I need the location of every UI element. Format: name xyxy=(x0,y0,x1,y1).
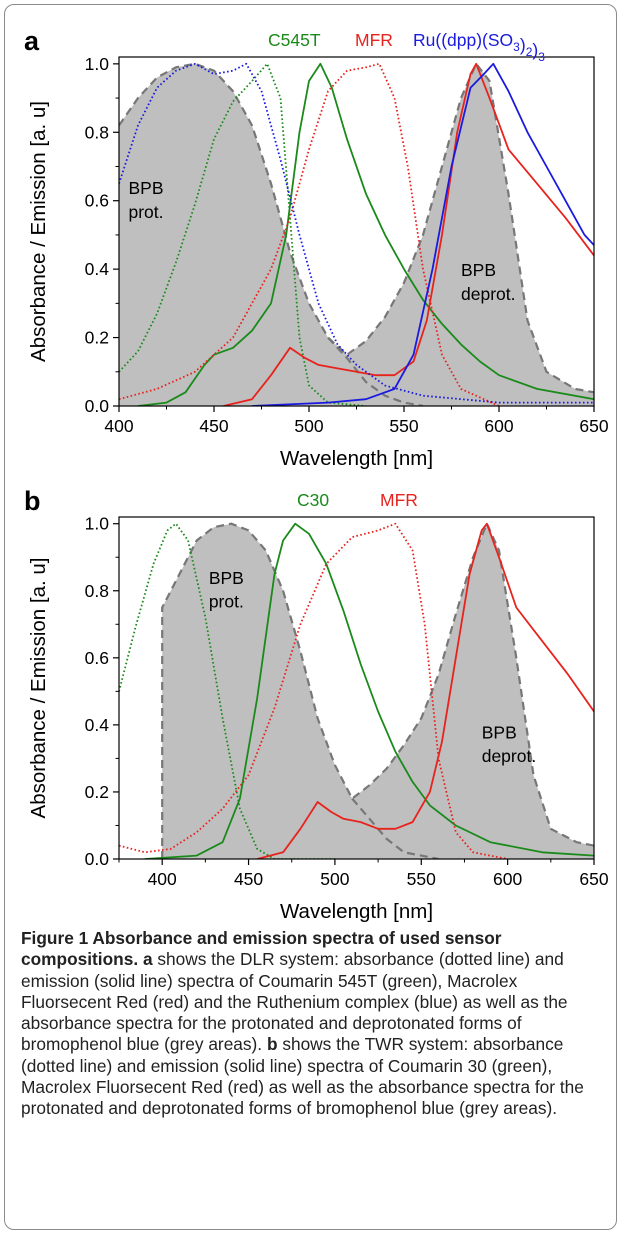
caption-part-b-label: b xyxy=(266,1034,278,1055)
c545t-absorbance-line xyxy=(119,62,367,406)
bpb-annotation: prot. xyxy=(209,592,244,612)
x-axis-label: Wavelength [nm] xyxy=(280,900,433,923)
bpb-absorbance-tail xyxy=(351,797,439,859)
chart-panel-a: 400 450 500 550 600 650 0.0 0.2 0.4 0.6 0.8 1.0 Wave… xyxy=(0,0,625,470)
y-tick-label: 0.2 xyxy=(85,782,109,802)
mfr-absorbance-line xyxy=(119,62,500,406)
caption-part-b-text: shows the TWR system: absorbance (dotted… xyxy=(21,1034,584,1119)
y-axis-label: Absorbance / Emission [a. u] xyxy=(27,101,50,362)
x-tick-label: 550 xyxy=(407,869,436,889)
mfr-emission-line xyxy=(256,522,594,859)
legend-text: Ru((dpp)(SO xyxy=(413,30,513,50)
legend-text: ) xyxy=(520,35,526,55)
caption-part-a-text: shows the DLR system: absorbance (dotted… xyxy=(21,949,568,1055)
mfr-absorbance-line xyxy=(119,522,508,859)
legend-label: MFR xyxy=(355,30,393,50)
y-tick-label: 0.2 xyxy=(85,328,109,348)
plot-area xyxy=(119,520,594,859)
x-tick-label: 600 xyxy=(484,416,513,436)
plot-area xyxy=(119,61,594,406)
legend-subscript: 3 xyxy=(513,40,520,54)
bpb-annotation: deprot. xyxy=(482,746,536,766)
x-tick-label: 550 xyxy=(389,416,418,436)
x-axis-label: Wavelength [nm] xyxy=(280,447,433,470)
chart-b-svg: 400 450 500 550 600 650 0.0 0.2 0.4 0.6 0.8 1.0 Wave… xyxy=(24,486,609,923)
legend-subscript: 3 xyxy=(538,50,545,64)
chart-panel-b: 400 450 500 550 600 650 0.0 0.2 0.4 0.6 0.8 1.0 Wave… xyxy=(0,460,625,930)
x-tick-label: 650 xyxy=(579,869,608,889)
figure-caption: Figure 1 Absorbance and emission spectra… xyxy=(21,928,611,1120)
y-tick-label: 1.0 xyxy=(85,514,110,534)
bpb-absorbance-outline xyxy=(161,520,594,859)
y-tick-label: 0.0 xyxy=(85,396,110,416)
y-axis-label: Absorbance / Emission [a. u] xyxy=(27,558,50,819)
x-tick-label: 450 xyxy=(199,416,228,436)
mfr-emission-line xyxy=(223,62,594,406)
y-tick-label: 0.8 xyxy=(85,581,109,601)
bpb-annotation: BPB xyxy=(129,178,164,198)
y-tick-label: 1.0 xyxy=(85,54,110,74)
plot-frame xyxy=(118,516,595,860)
bpb-annotation: BPB xyxy=(461,260,496,280)
bpb-absorbance-area xyxy=(119,63,594,406)
c30-absorbance-line xyxy=(119,522,335,859)
x-tick-label: 500 xyxy=(294,416,323,436)
ru-dpp-so3-2-3-emission-line xyxy=(251,62,594,406)
bpb-annotation: deprot. xyxy=(461,284,515,304)
chart-a-svg: 400 450 500 550 600 650 0.0 0.2 0.4 0.6 0.8 1.0 Wave… xyxy=(24,26,609,470)
figure-frame xyxy=(4,4,617,1230)
x-tick-label: 400 xyxy=(104,416,133,436)
legend-label: MFR xyxy=(380,490,418,510)
x-tick-label: 450 xyxy=(234,869,263,889)
ru-dpp-so3-2-3-absorbance-line xyxy=(119,62,594,404)
bpb-absorbance-tail xyxy=(327,336,424,406)
y-tick-label: 0.6 xyxy=(85,191,109,211)
y-tick-label: 0.4 xyxy=(85,715,110,735)
bpb-annotation: BPB xyxy=(482,722,517,742)
panel-label: b xyxy=(24,486,41,516)
legend-label: C545T xyxy=(268,30,321,50)
caption-title: Figure 1 Absorbance and emission spectra… xyxy=(21,928,502,970)
bpb-annotation: prot. xyxy=(129,202,164,222)
legend-text: ) xyxy=(532,40,538,60)
legend-label: Ru((dpp)(SO3)2)3 xyxy=(413,30,545,64)
x-tick-label: 650 xyxy=(579,416,608,436)
y-tick-label: 0.6 xyxy=(85,648,109,668)
x-tick-label: 400 xyxy=(148,869,177,889)
bpb-annotation: BPB xyxy=(209,568,244,588)
panel-label: a xyxy=(24,26,40,56)
legend-subscript: 2 xyxy=(526,45,533,59)
caption-part-a-label: a xyxy=(142,949,153,970)
y-tick-label: 0.0 xyxy=(85,849,110,869)
x-tick-label: 600 xyxy=(493,869,522,889)
y-tick-label: 0.4 xyxy=(85,259,110,279)
x-tick-label: 500 xyxy=(320,869,349,889)
y-tick-label: 0.8 xyxy=(85,122,109,142)
legend-label: C30 xyxy=(297,490,329,510)
